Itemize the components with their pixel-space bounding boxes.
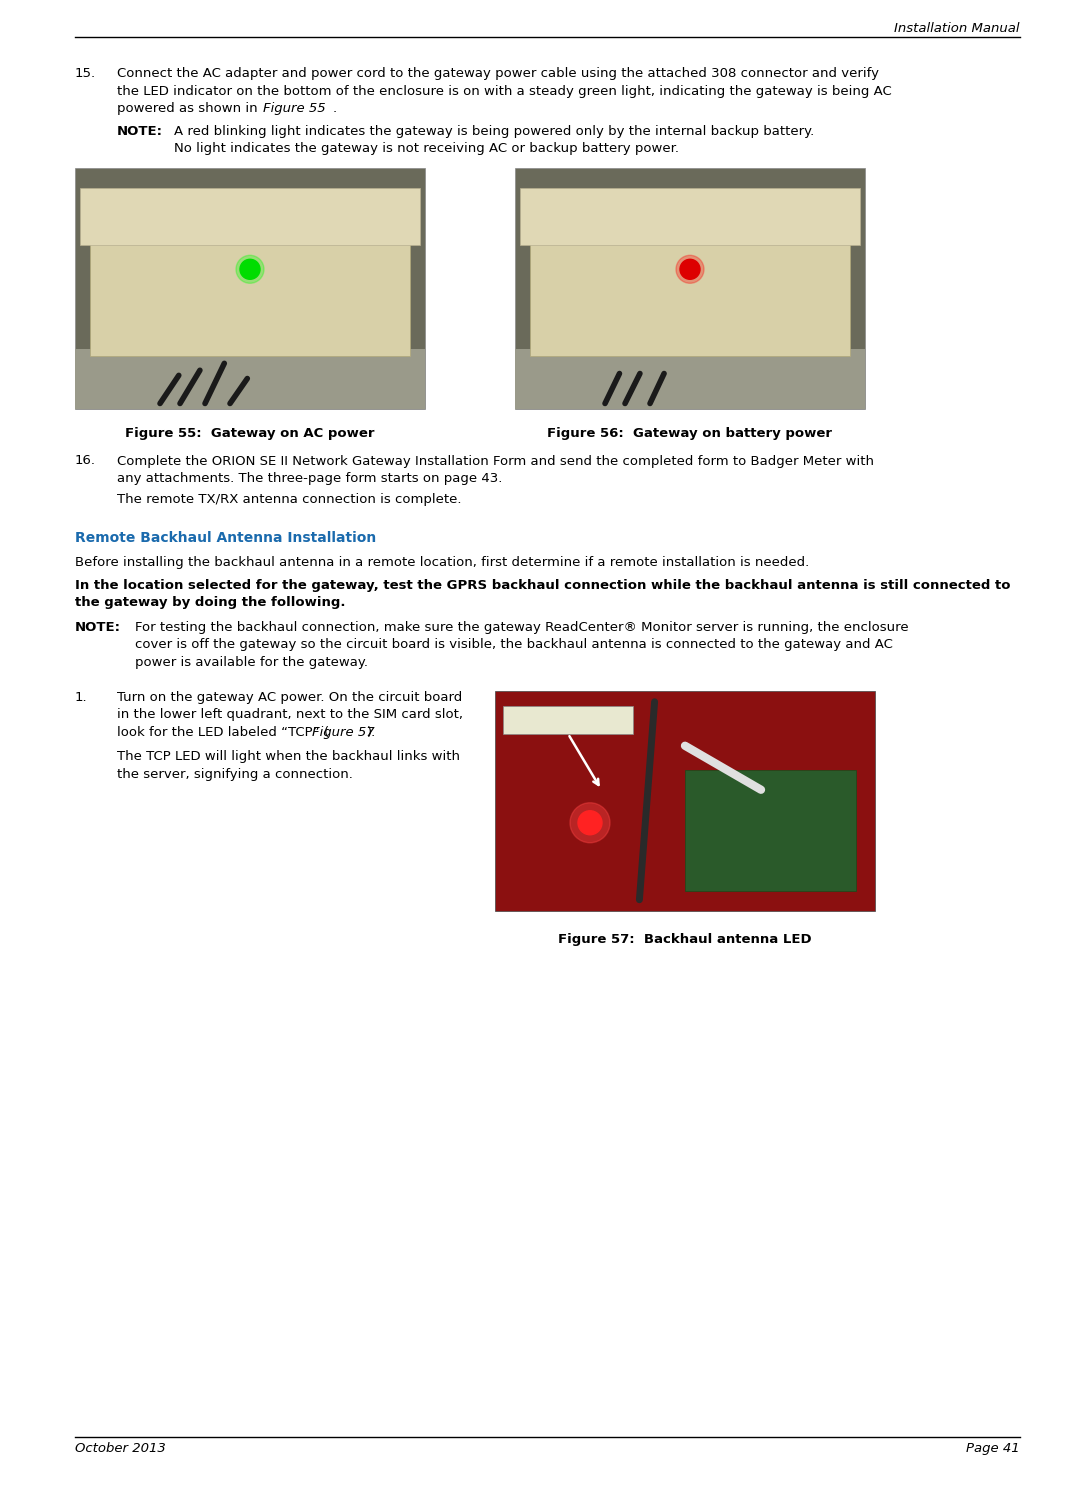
- Text: For testing the backhaul connection, make sure the gateway ReadCenter® Monitor s: For testing the backhaul connection, mak…: [135, 620, 908, 634]
- Bar: [503, 706, 633, 734]
- Text: 16.: 16.: [75, 455, 96, 467]
- Text: The remote TX/RX antenna connection is complete.: The remote TX/RX antenna connection is c…: [117, 493, 462, 506]
- Text: Installation Manual: Installation Manual: [894, 23, 1020, 35]
- Bar: [495, 691, 874, 910]
- Text: look for the LED labeled “TCP” (: look for the LED labeled “TCP” (: [117, 725, 329, 739]
- Text: October 2013: October 2013: [75, 1442, 166, 1455]
- Circle shape: [676, 255, 703, 284]
- Text: .: .: [333, 102, 338, 116]
- Text: No light indicates the gateway is not receiving AC or backup battery power.: No light indicates the gateway is not re…: [174, 143, 680, 155]
- Bar: [515, 348, 865, 409]
- Bar: [90, 237, 409, 356]
- Text: the gateway by doing the following.: the gateway by doing the following.: [75, 596, 345, 610]
- Text: Figure 57: Figure 57: [313, 725, 375, 739]
- Text: power is available for the gateway.: power is available for the gateway.: [135, 656, 368, 668]
- Text: Page 41: Page 41: [966, 1442, 1020, 1455]
- Bar: [75, 168, 425, 409]
- Text: 1.: 1.: [75, 691, 87, 704]
- Circle shape: [240, 260, 260, 279]
- Text: The TCP LED will light when the backhaul links with: The TCP LED will light when the backhaul…: [117, 751, 460, 763]
- Bar: [685, 769, 856, 891]
- Text: the server, signifying a connection.: the server, signifying a connection.: [117, 768, 353, 781]
- Text: any attachments. The three-page form starts on page 43.: any attachments. The three-page form sta…: [117, 472, 502, 485]
- Circle shape: [680, 260, 700, 279]
- Text: NOTE:: NOTE:: [117, 125, 163, 138]
- Circle shape: [236, 255, 264, 284]
- Bar: [530, 237, 851, 356]
- Text: Remote Backhaul Antenna Installation: Remote Backhaul Antenna Installation: [75, 532, 377, 545]
- Text: Complete the ORION SE II Network Gateway Installation Form and send the complete: Complete the ORION SE II Network Gateway…: [117, 455, 874, 467]
- Text: Figure 55:  Gateway on AC power: Figure 55: Gateway on AC power: [125, 427, 375, 440]
- Text: the LED indicator on the bottom of the enclosure is on with a steady green light: the LED indicator on the bottom of the e…: [117, 84, 892, 98]
- Circle shape: [570, 802, 610, 843]
- Text: Figure 55: Figure 55: [264, 102, 326, 116]
- Circle shape: [578, 811, 602, 835]
- Text: Figure 57:  Backhaul antenna LED: Figure 57: Backhaul antenna LED: [559, 933, 811, 946]
- Bar: [515, 168, 865, 409]
- Text: Figure 56:  Gateway on battery power: Figure 56: Gateway on battery power: [548, 427, 832, 440]
- Bar: [75, 348, 425, 409]
- Text: in the lower left quadrant, next to the SIM card slot,: in the lower left quadrant, next to the …: [117, 709, 463, 721]
- Text: Before installing the backhaul antenna in a remote location, first determine if : Before installing the backhaul antenna i…: [75, 556, 809, 569]
- Text: In the location selected for the gateway, test the GPRS backhaul connection whil: In the location selected for the gateway…: [75, 578, 1011, 592]
- Text: Turn on the gateway AC power. On the circuit board: Turn on the gateway AC power. On the cir…: [117, 691, 462, 704]
- Text: cover is off the gateway so the circuit board is visible, the backhaul antenna i: cover is off the gateway so the circuit …: [135, 638, 893, 652]
- Text: Connect the AC adapter and power cord to the gateway power cable using the attac: Connect the AC adapter and power cord to…: [117, 68, 879, 80]
- Text: NOTE:: NOTE:: [75, 620, 121, 634]
- Text: 15.: 15.: [75, 68, 96, 80]
- Text: powered as shown in: powered as shown in: [117, 102, 261, 116]
- Text: ).: ).: [367, 725, 377, 739]
- Bar: [521, 188, 860, 245]
- Text: “TCP” LED: “TCP” LED: [538, 713, 599, 727]
- Bar: [79, 188, 420, 245]
- Text: A red blinking light indicates the gateway is being powered only by the internal: A red blinking light indicates the gatew…: [174, 125, 815, 138]
